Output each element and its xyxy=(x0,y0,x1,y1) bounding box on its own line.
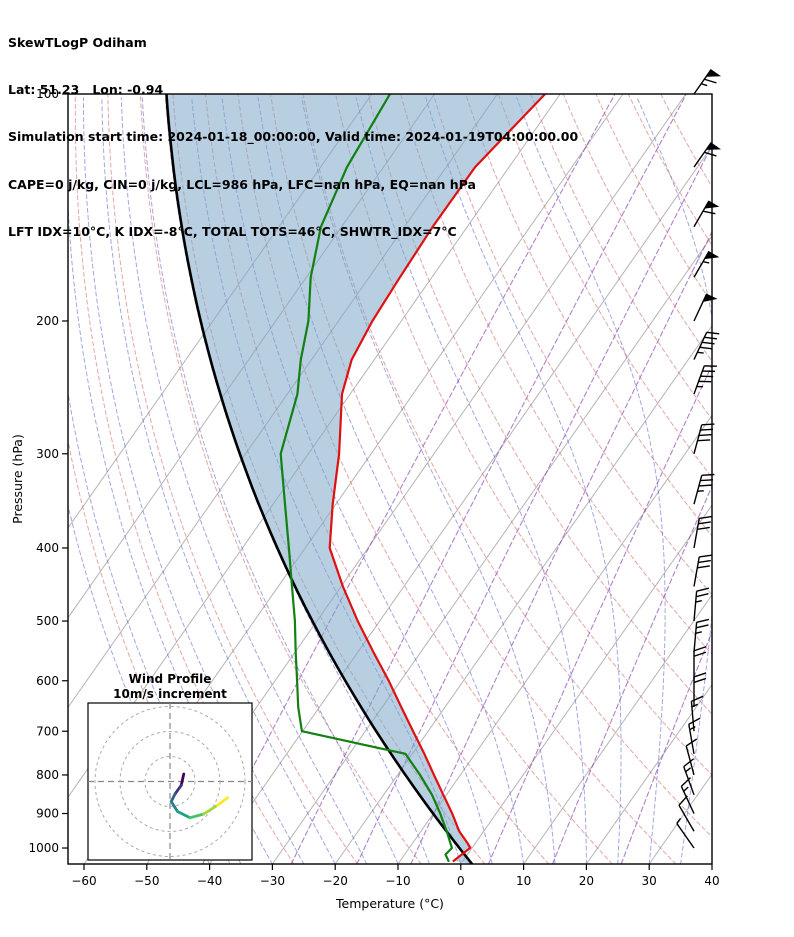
pressure-tick-label: 300 xyxy=(36,447,59,461)
pressure-tick-label: 500 xyxy=(36,614,59,628)
pressure-tick-label: 1000 xyxy=(28,841,59,855)
hodograph-subtitle: 10m/s increment xyxy=(113,687,227,701)
y-axis-label: Pressure (hPa) xyxy=(10,434,25,524)
hodograph-title: Wind Profile xyxy=(129,672,212,686)
header-cape-line: CAPE=0 j/kg, CIN=0 j/kg, LCL=986 hPa, LF… xyxy=(8,176,476,192)
pressure-tick-label: 200 xyxy=(36,314,59,328)
mixing-ratio-lines xyxy=(202,94,712,864)
temp-tick-label: −20 xyxy=(323,874,348,888)
pressure-tick-label: 700 xyxy=(36,724,59,738)
plot-frame xyxy=(67,93,713,865)
hodograph-trace-segment xyxy=(202,803,219,816)
pressure-tick-label: 400 xyxy=(36,541,59,555)
pressure-tick-label: 100 xyxy=(36,87,59,101)
pressure-tick-label: 900 xyxy=(36,807,59,821)
profile-curves xyxy=(165,94,547,864)
temp-tick-label: −50 xyxy=(134,874,159,888)
hodograph-ring xyxy=(94,706,246,857)
hodograph-trace-segment xyxy=(173,783,183,796)
temp-tick-label: 0 xyxy=(457,874,465,888)
temp-tick-label: −40 xyxy=(197,874,222,888)
hodograph-ring xyxy=(144,756,196,807)
temp-tick-label: −10 xyxy=(385,874,410,888)
header-latlon: Lat: 51.23 Lon: -0.94 xyxy=(8,81,164,97)
temp-tick-label: 10 xyxy=(516,874,531,888)
hodograph-trace-segment xyxy=(176,810,192,820)
temp-tick-label: −30 xyxy=(260,874,285,888)
hodograph-trace-segment xyxy=(179,772,186,787)
temp-tick-label: 40 xyxy=(704,874,719,888)
header: SkewTLogP Odiham Lat: 51.23 Lon: -0.94 S… xyxy=(8,3,578,272)
header-title: SkewTLogP Odiham xyxy=(8,34,147,50)
header-times: Simulation start time: 2024-01-18_00:00:… xyxy=(8,129,579,145)
temp-tick-label: 30 xyxy=(642,874,657,888)
temp-tick-label: 20 xyxy=(579,874,594,888)
pressure-tick-label: 600 xyxy=(36,674,59,688)
wind-barbs xyxy=(676,69,722,849)
hodograph-trace-segment xyxy=(188,812,206,820)
x-axis-label: Temperature (°C) xyxy=(335,896,444,911)
hodograph-canvas xyxy=(88,703,252,860)
hodograph-ring xyxy=(119,731,221,832)
pressure-tick-label: 800 xyxy=(36,768,59,782)
hodograph-trace-segment xyxy=(169,800,179,813)
temperature-curve xyxy=(328,94,547,862)
header-indices-line: LFT IDX=10°C, K IDX=-8°C, TOTAL TOTS=46°… xyxy=(8,224,457,240)
hodograph-trace-segment xyxy=(216,796,229,807)
hodograph-inset xyxy=(87,702,253,861)
dewpoint-curve xyxy=(279,94,453,862)
temp-tick-label: −60 xyxy=(71,874,96,888)
cape-shading xyxy=(166,94,546,864)
